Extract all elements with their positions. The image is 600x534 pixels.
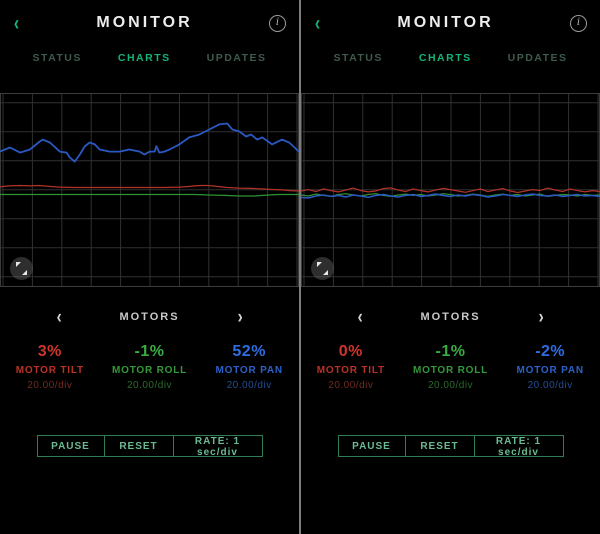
stat-label: MOTOR TILT [15,365,84,376]
resize-icon [323,270,328,275]
info-icon: i [275,17,280,28]
resize-icon [22,270,27,275]
motors-nav: ‹ MOTORS › [0,302,299,332]
prev-motor-group-button[interactable]: ‹ [357,306,363,328]
stat-value: -1% [134,343,165,360]
reset-button[interactable]: RESET [103,435,174,457]
stat-scale: 20.00/div [328,380,374,391]
chart-toolbar: PAUSE RESET RATE: 1 sec/div [301,435,600,458]
stat-label: MOTOR PAN [215,365,283,376]
stat-label: MOTOR ROLL [412,365,489,376]
page-title: MONITOR [96,14,193,31]
stat-scale: 20.00/div [27,380,73,391]
info-button[interactable]: i [269,14,286,32]
resize-button[interactable] [311,257,334,280]
motors-label: MOTORS [119,311,180,323]
header: ‹ MONITOR i [0,0,299,46]
monitor-panel-left: ‹ MONITOR i STATUS CHARTS UPDATES ‹ MOTO… [0,0,299,534]
stat-scale: 20.00/div [527,380,573,391]
stat-scale: 20.00/div [427,380,474,391]
stat-value: -1% [435,343,466,360]
prev-motor-group-button[interactable]: ‹ [56,306,62,328]
pause-button[interactable]: PAUSE [36,435,105,457]
chart-toolbar: PAUSE RESET RATE: 1 sec/div [0,435,299,458]
header: ‹ MONITOR i [301,0,600,46]
stat-label: MOTOR ROLL [111,365,188,376]
stat-motor-pan: 52% MOTOR PAN 20.00/div [199,342,299,391]
stat-value: -2% [535,343,566,360]
reset-button[interactable]: RESET [404,435,475,457]
stat-scale: 20.00/div [226,380,272,391]
tab-status[interactable]: STATUS [32,52,82,64]
motors-chart[interactable] [301,93,600,287]
tab-charts[interactable]: CHARTS [418,52,472,64]
stat-motor-pan: -2% MOTOR PAN 20.00/div [500,342,600,391]
chart-canvas[interactable] [0,93,299,287]
back-button[interactable]: ‹ [13,11,20,35]
back-button[interactable]: ‹ [314,11,321,35]
info-icon: i [576,17,581,28]
info-button[interactable]: i [570,14,587,32]
stat-motor-tilt: 3% MOTOR TILT 20.00/div [0,342,100,391]
rate-button[interactable]: RATE: 1 sec/div [172,435,263,458]
next-motor-group-button[interactable]: › [538,306,544,328]
tab-updates[interactable]: UPDATES [507,52,568,64]
stat-label: MOTOR PAN [516,365,584,376]
resize-icon [16,262,21,267]
tab-charts[interactable]: CHARTS [117,52,171,64]
resize-button[interactable] [10,257,33,280]
page-title: MONITOR [397,14,494,31]
tab-bar: STATUS CHARTS UPDATES [301,46,600,70]
stat-value: 52% [232,343,266,360]
rate-button[interactable]: RATE: 1 sec/div [473,435,564,458]
tab-status[interactable]: STATUS [333,52,383,64]
stat-motor-roll: -1% MOTOR ROLL 20.00/div [401,342,501,391]
panel-divider [299,0,301,534]
motors-chart[interactable] [0,93,299,287]
motor-stats: 3% MOTOR TILT 20.00/div -1% MOTOR ROLL 2… [0,342,299,391]
chart-canvas[interactable] [301,93,600,287]
stat-label: MOTOR TILT [316,365,385,376]
motors-nav: ‹ MOTORS › [301,302,600,332]
next-motor-group-button[interactable]: › [237,306,243,328]
pause-button[interactable]: PAUSE [337,435,406,457]
stat-motor-roll: -1% MOTOR ROLL 20.00/div [100,342,200,391]
stat-value: 3% [37,343,62,360]
motor-stats: 0% MOTOR TILT 20.00/div -1% MOTOR ROLL 2… [301,342,600,391]
stat-motor-tilt: 0% MOTOR TILT 20.00/div [301,342,401,391]
stat-scale: 20.00/div [126,380,173,391]
tab-bar: STATUS CHARTS UPDATES [0,46,299,70]
stat-value: 0% [338,343,363,360]
monitor-panel-right: ‹ MONITOR i STATUS CHARTS UPDATES ‹ MOTO… [301,0,600,534]
resize-icon [317,262,322,267]
motors-label: MOTORS [420,311,481,323]
tab-updates[interactable]: UPDATES [206,52,267,64]
